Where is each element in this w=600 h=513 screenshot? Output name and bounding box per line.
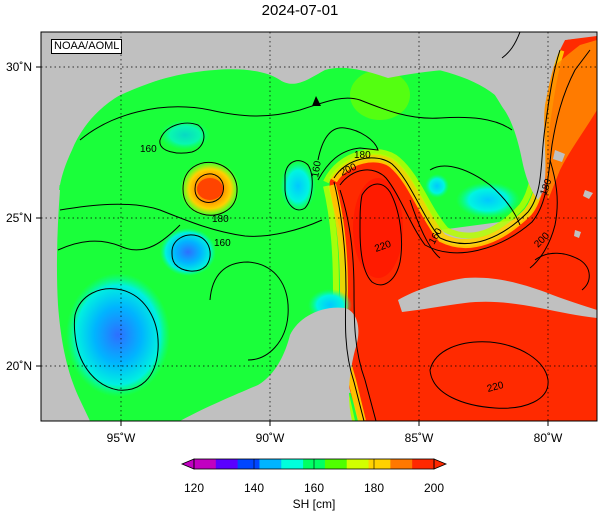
- contour-220-inner: [359, 183, 403, 286]
- land-bahamas-2: [574, 230, 581, 238]
- contour-160-fl: [429, 165, 521, 226]
- lon-label-90w: 90˚W: [256, 431, 285, 445]
- contour-140-center: [171, 234, 211, 272]
- warm-eddy-core: [197, 178, 223, 200]
- contour-lines: [57, 32, 591, 421]
- contour-220-caribbean: [429, 341, 549, 409]
- buoy-triangle-icon: [312, 96, 321, 106]
- colorbar-arrow-high: [433, 458, 448, 470]
- colorbar-swatch: [194, 459, 217, 469]
- lat-label-30n: 30˚N: [6, 60, 32, 74]
- loop-current-core: [353, 178, 403, 278]
- land-mexico: [41, 190, 90, 421]
- lat-label-20n: 20˚N: [6, 359, 32, 373]
- colorbar-label: SH [cm]: [293, 497, 336, 511]
- cyclonic-eddy-sw: [66, 273, 170, 397]
- contour-label-4: 160: [214, 238, 231, 249]
- contour-label-5: 180: [354, 150, 371, 161]
- contour-140-ne: [501, 32, 521, 59]
- colorbar-swatch: [215, 459, 239, 469]
- map-title: 2024-07-01: [261, 2, 339, 19]
- colorbar-swatch: [390, 459, 413, 469]
- map-frame: [40, 31, 598, 422]
- contour-140-sw-outer: [73, 288, 159, 391]
- contour-180-fl-strait: [529, 159, 558, 269]
- contour-160-north: [79, 97, 513, 141]
- contour-160-east: [409, 199, 441, 259]
- contour-160-center-south: [209, 261, 289, 361]
- yellow-green-patch: [350, 70, 410, 120]
- colorbar-swatch: [237, 459, 260, 469]
- lon-label-85w: 85˚W: [405, 431, 434, 445]
- land-us-coast: [41, 32, 597, 200]
- contour-200-loop-west: [339, 189, 377, 421]
- land-islands-pr: [583, 190, 593, 199]
- contour-label-2: 180: [212, 214, 229, 225]
- contour-200-eddy: [194, 173, 224, 203]
- colorbar-tick-140: 140: [244, 481, 264, 495]
- contour-label-1: 160: [140, 144, 157, 155]
- colorbar-swatch: [259, 459, 282, 469]
- contour-160-loop-west: [317, 127, 379, 181]
- land-yucatan: [180, 307, 359, 421]
- colorbar-swatch: [412, 459, 435, 469]
- colorbar-swatch: [368, 459, 391, 469]
- contour-180-loop-west: [333, 181, 365, 421]
- contour-200-loop: [339, 49, 591, 254]
- colorbar-tick-120: 120: [184, 481, 204, 495]
- lon-label-95w: 95˚W: [107, 431, 136, 445]
- colorbar-tick-180: 180: [364, 481, 384, 495]
- cyan-patch-3: [425, 174, 449, 198]
- colorbar-swatch: [324, 459, 348, 469]
- contour-160-cyan-1: [284, 160, 313, 211]
- cyan-patch-1: [280, 160, 316, 212]
- credit-label: NOAA/AOML: [51, 39, 123, 54]
- graticule: [41, 32, 597, 421]
- cyclonic-eddy-center: [160, 228, 216, 276]
- colorbar-arrow-low: [180, 458, 195, 470]
- land-cuba: [398, 277, 597, 318]
- contour-220-caribbean-2: [534, 252, 590, 291]
- colorbar-tick-200: 200: [424, 481, 444, 495]
- colorbar: [180, 458, 448, 470]
- cyan-patch-2: [456, 182, 520, 218]
- axis-ticks: [36, 66, 549, 426]
- lat-label-25n: 25˚N: [6, 211, 32, 225]
- contour-label-6: 160: [310, 160, 324, 179]
- colorbar-swatch: [346, 459, 370, 469]
- land-bahamas-1: [553, 150, 565, 162]
- contour-160-west: [59, 203, 323, 237]
- contour-160-ring-nw: [159, 122, 205, 154]
- contour-180-eddy: [182, 161, 238, 216]
- contour-160-sw: [57, 224, 181, 251]
- caribbean-water: [329, 35, 597, 421]
- colorbar-tick-160: 160: [304, 481, 324, 495]
- cyan-north: [160, 120, 210, 150]
- lon-label-80w: 80˚W: [534, 431, 563, 445]
- contour-label-11: 220: [486, 380, 505, 395]
- colorbar-swatch: [281, 459, 304, 469]
- contour-180-loop: [333, 49, 561, 245]
